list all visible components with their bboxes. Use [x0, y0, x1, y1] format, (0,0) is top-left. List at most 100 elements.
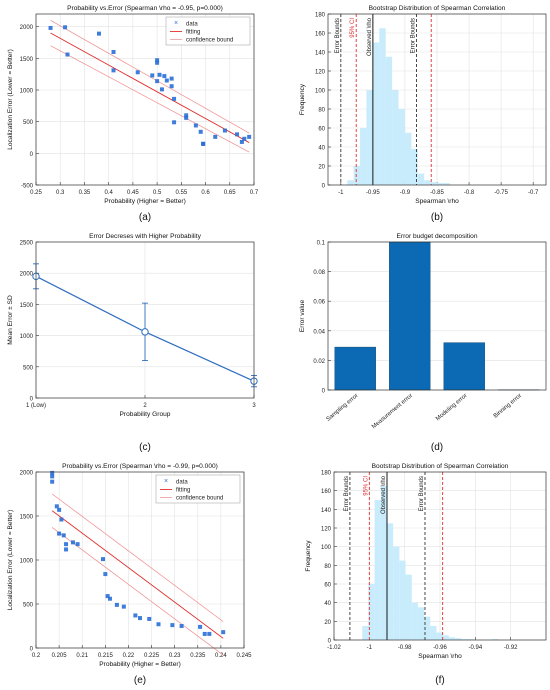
histogram-bar [417, 173, 425, 185]
data-point [54, 504, 59, 509]
data-point [162, 74, 167, 79]
data-point [239, 139, 244, 144]
panel-caption: (e) [134, 675, 146, 686]
marks: Error Bounds 95% CI Observed \rho Error Bou… [335, 14, 450, 185]
x-tick-label: 0.7 [250, 190, 259, 196]
y-tick-label: 160 [321, 489, 332, 495]
histogram-bar [379, 28, 386, 185]
data-point [111, 68, 116, 73]
legend-box [155, 474, 241, 504]
data-point [121, 604, 126, 609]
x-tick-label: 0.23 [169, 653, 181, 659]
y-tick-label: 1000 [20, 334, 34, 340]
reference-line-label: Observed \rho [367, 17, 373, 56]
data-point [57, 507, 62, 512]
histogram-bar [353, 166, 361, 185]
y-tick-label: 140 [315, 51, 326, 57]
y-tick-label: 2500 [20, 241, 34, 247]
histogram-bar [368, 584, 375, 640]
y-tick-label: 160 [315, 32, 326, 38]
y-tick-label: 500 [23, 365, 34, 371]
x-tick-label: -0.8 [464, 190, 475, 196]
histogram-bar [362, 626, 369, 640]
category-label: Measurement error [371, 393, 414, 430]
y-tick-label: 500 [23, 120, 34, 126]
x-tick-label: 0.45 [127, 190, 139, 196]
marks [334, 241, 540, 391]
y-tick-label: 0.06 [313, 300, 325, 306]
histogram-bar [399, 560, 406, 640]
bar [334, 346, 376, 391]
y-tick-label: 20 [318, 165, 325, 171]
data-point [157, 72, 162, 77]
legend-marker-data: × [164, 478, 168, 485]
y-axis-label: Frequency [305, 540, 312, 572]
axes-frame [35, 13, 255, 186]
y-tick-label: 80 [324, 564, 331, 570]
x-tick-label: 0.245 [236, 653, 252, 659]
histogram-bar [467, 639, 474, 640]
x-tick-label: 0.205 [52, 653, 68, 659]
bar [443, 342, 485, 391]
x-axis-label: Probability (Higher = Better) [104, 198, 186, 205]
panel-c: 0 500 1000 1500 2000 2500 1 (Low) 2 3 Error Decre… [7, 233, 258, 453]
panel-d: 0 0.02 0.04 0.06 0.08 0.1 Sampling error Measur… [299, 233, 547, 453]
data-point [96, 31, 101, 36]
histogram-bar [404, 132, 412, 185]
histogram-bar [366, 90, 373, 185]
histogram-bar [442, 635, 449, 640]
x-tick-label: -1.02 [327, 645, 341, 651]
chart-title: Probability vs.Error (Spearman \rho = -0… [62, 463, 218, 470]
reference-line-label: Error Bounds [419, 476, 425, 511]
chart-title: Error Decreses with Higher Probability [89, 233, 201, 240]
data-point [105, 594, 110, 599]
y-tick-label: 1500 [20, 515, 34, 521]
x-tick-label: 0.21 [76, 653, 88, 659]
histogram-bar [393, 546, 400, 640]
legend-entry: confidence bound [186, 38, 233, 44]
histogram-bar [424, 180, 431, 185]
chart-title: Bootstrap Distribution of Spearman Corre… [369, 5, 506, 12]
data-point [150, 73, 155, 78]
data-point [141, 328, 149, 336]
y-tick-label: 0.08 [313, 270, 325, 276]
data-point [184, 115, 189, 120]
bar [389, 241, 431, 391]
data-point [65, 52, 70, 57]
x-tick-label: 0.55 [175, 190, 187, 196]
x-tick-label: -0.96 [433, 645, 447, 651]
panel-e: 0 500 1000 1500 2000 0.2 0.205 0.21 0.215 0.22 0.2… [7, 463, 252, 686]
x-tick-label: 1 (Low) [26, 403, 46, 409]
data-point [201, 141, 206, 146]
data-point [48, 25, 53, 30]
confidence-bound-upper [50, 20, 250, 134]
data-point [222, 128, 227, 133]
data-point [75, 542, 80, 547]
data-point [202, 631, 207, 636]
reference-line-label: Error Bounds [335, 18, 341, 53]
x-tick-label: 0.25 [30, 190, 42, 196]
legend-box [165, 16, 251, 46]
legend: × data fitting confidence bound [155, 474, 241, 504]
y-tick-label: 500 [23, 603, 34, 609]
y-tick-label: 120 [315, 70, 326, 76]
panel-caption: (a) [139, 212, 151, 223]
x-tick-label: 0.5 [153, 190, 162, 196]
axes-frame [327, 13, 547, 186]
data-point [111, 50, 116, 54]
legend-entry: fitting [186, 30, 200, 36]
panel-b: 0 20 40 60 80 100 120 140 160 180 -1 -0.95 -0.9 -0.85… [299, 5, 547, 223]
category-label: Sampling error [326, 393, 360, 423]
y-tick-label: 1000 [20, 89, 34, 95]
histogram-bar [424, 616, 431, 640]
x-tick-label: 0.65 [224, 190, 236, 196]
marks [48, 20, 252, 153]
y-tick-label: 0.02 [313, 359, 325, 365]
fitting-line [51, 510, 224, 639]
legend-entry: data [176, 480, 188, 486]
legend: × data fitting confidence bound [165, 16, 251, 46]
y-tick-label: 0 [322, 389, 326, 395]
x-tick-label: 0.225 [144, 653, 160, 659]
y-tick-label: 2000 [20, 25, 34, 31]
